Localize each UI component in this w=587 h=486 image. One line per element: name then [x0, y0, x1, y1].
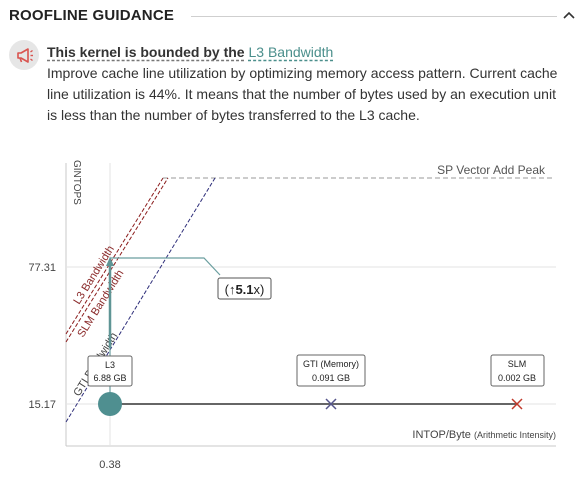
speedup-value: 5.1 [235, 282, 253, 297]
roofline-guidance-header: ROOFLINE GUIDANCE [0, 0, 587, 32]
y-tick-15: 15.17 [28, 399, 56, 411]
guidance-body: Improve cache line utilization by optimi… [47, 65, 558, 123]
x-tick-038: 0.38 [99, 459, 120, 471]
speedup-label: (↑5.1x) [225, 282, 265, 297]
guidance-title-prefix: This kernel is bounded by the [47, 44, 245, 60]
speedup-box [217, 277, 272, 300]
header-divider [191, 16, 557, 17]
l3-point-box [87, 355, 133, 387]
y-axis-title: GINTOPS [71, 160, 82, 205]
gti-point-name: GTI (Memory) [303, 359, 359, 369]
guidance-title: This kernel is bounded by the L3 Bandwid… [47, 42, 567, 63]
x-axis-title-note: (Arithmetic Intensity) [474, 430, 556, 440]
speedup-arrowhead [106, 257, 114, 266]
l3-point-name: L3 [105, 360, 115, 370]
gti-point-box [296, 354, 366, 387]
slm-point-box [490, 354, 545, 387]
slm-point-value: 0.002 GB [498, 373, 536, 383]
speedup-prefix: (↑ [225, 282, 236, 297]
megaphone-icon [9, 40, 39, 70]
speedup-suffix: x) [254, 282, 265, 297]
l3-point-marker[interactable] [98, 392, 122, 416]
l3-bandwidth-link[interactable]: L3 Bandwidth [248, 44, 334, 60]
x-axis-title: INTOP/Byte (Arithmetic Intensity) [412, 429, 556, 441]
slm-point-name: SLM [508, 359, 527, 369]
roofline-chart: SP Vector Add Peak L3 Bandwidth SLM Band… [28, 160, 556, 471]
sp-vector-add-peak-label: SP Vector Add Peak [437, 163, 546, 177]
gti-point-marker[interactable] [325, 398, 337, 410]
slm-bandwidth-roof [65, 177, 169, 343]
chevron-up-icon[interactable] [559, 5, 579, 25]
slm-point-marker[interactable] [511, 398, 523, 410]
l3-bandwidth-roof [65, 177, 164, 335]
gti-point-value: 0.091 GB [312, 373, 350, 383]
guidance-message: This kernel is bounded by the L3 Bandwid… [47, 42, 567, 126]
y-tick-77: 77.31 [28, 262, 56, 274]
x-axis-title-main: INTOP/Byte [412, 429, 470, 441]
section-title: ROOFLINE GUIDANCE [9, 7, 175, 24]
l3-point-value: 6.88 GB [93, 373, 126, 383]
